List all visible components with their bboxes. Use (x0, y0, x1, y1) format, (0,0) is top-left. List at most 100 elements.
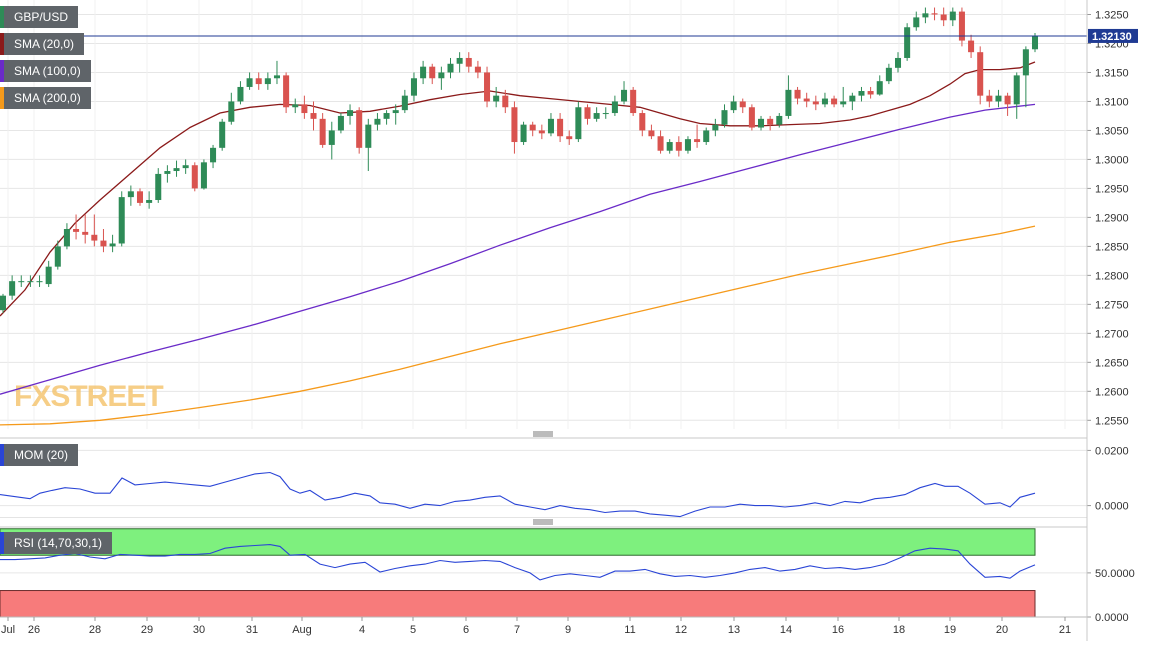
price-tick-label: 1.3000 (1095, 154, 1129, 166)
rsi-panel[interactable]: 50.0000 0.0000 (0, 526, 1135, 624)
candle-body (949, 11, 956, 21)
sma-20-swatch (0, 33, 4, 55)
candle (474, 60, 481, 79)
candle-body (566, 136, 573, 140)
candle-body (803, 98, 810, 102)
candle-body (995, 95, 1002, 102)
candle (977, 46, 984, 105)
candle (894, 52, 902, 73)
price-panel[interactable]: FXSTREET 1.32501.32001.31501.31001.30501… (0, 0, 1138, 617)
candle (410, 72, 417, 102)
candle-body (858, 91, 865, 96)
price-tick-label: 1.2700 (1095, 328, 1129, 340)
candle-body (1013, 75, 1020, 105)
candle-body (694, 139, 701, 143)
candle-body (812, 101, 819, 105)
candle-body (301, 104, 308, 114)
candle-body (27, 281, 34, 283)
candle (246, 72, 253, 90)
sma-200-line (0, 225, 1036, 426)
candle-body (1022, 49, 1029, 76)
candle (602, 107, 609, 119)
candle (347, 104, 354, 125)
time-axis: Jul 26 28 29 30 31 Aug 4 5 6 7 9 11 12 13 14 16 18 19 20 21 (0, 616, 1087, 636)
candle (803, 92, 810, 108)
candle-body (127, 191, 134, 198)
candle-body (849, 95, 856, 102)
candle-body (136, 191, 144, 203)
candle-body (840, 101, 847, 105)
time-tick-label: 29 (141, 624, 153, 636)
sma-100-tag[interactable]: SMA (100,0) (0, 60, 91, 82)
sma-200-label: SMA (200,0) (14, 91, 81, 105)
symbol-tag[interactable]: GBP/USD (0, 6, 79, 28)
candle-body (785, 89, 792, 116)
sma-200-tag[interactable]: SMA (200,0) (0, 87, 91, 109)
candle (493, 86, 500, 108)
candle (365, 118, 372, 172)
sma-20-label: SMA (20,0) (14, 37, 75, 51)
sma-200-path (0, 225, 1036, 426)
candle (292, 98, 299, 114)
candle-body (885, 67, 892, 82)
candle-body (611, 101, 618, 114)
sma-100-path (0, 103, 1036, 395)
candle-body (210, 147, 217, 163)
mom-tag[interactable]: MOM (20) (0, 444, 78, 466)
candle-body (602, 113, 609, 115)
time-tick-label: 30 (193, 624, 205, 636)
price-tick-label: 1.2750 (1095, 299, 1129, 311)
candle-body (438, 72, 445, 79)
candlestick-series (0, 7, 1039, 314)
momentum-panel[interactable]: 0.0200 0.0000 (0, 437, 1129, 519)
candle (529, 121, 536, 137)
candle (164, 165, 171, 183)
candle (118, 191, 125, 247)
price-tick-label: 1.3250 (1095, 9, 1129, 21)
candle (675, 136, 682, 157)
candle-body (730, 101, 737, 111)
candle-body (1004, 95, 1011, 105)
time-tick-label: Jul (1, 624, 15, 636)
candle-body (977, 52, 984, 96)
candle-body (456, 57, 463, 64)
time-tick-label: 12 (675, 624, 687, 636)
candle-body (255, 78, 262, 85)
candle-body (273, 75, 280, 79)
candle-body (200, 162, 207, 189)
candle-body (913, 17, 920, 28)
candle (219, 118, 226, 151)
candle (885, 63, 892, 85)
momentum-tick-label: 0.0200 (1095, 445, 1129, 457)
panel-resize-handle-2[interactable] (0, 518, 1087, 526)
candle-body (630, 89, 637, 114)
rsi-tag[interactable]: RSI (14,70,30,1) (0, 532, 113, 554)
candle (821, 92, 828, 108)
candle (867, 86, 874, 99)
candle-body (474, 66, 481, 73)
candle (904, 23, 911, 61)
candle (922, 7, 929, 24)
sma-20-line (0, 61, 1036, 317)
candle (173, 160, 180, 177)
candle (575, 101, 582, 143)
candle (794, 86, 801, 105)
candle-body (593, 113, 600, 119)
watermark-logo: FXSTREET (14, 380, 163, 413)
rsi-tick-label: 50.0000 (1095, 568, 1135, 580)
candle-body (164, 171, 171, 174)
candle (36, 275, 43, 287)
candle-body (794, 89, 801, 99)
candle-body (684, 139, 691, 151)
candle (438, 66, 445, 90)
candle (82, 214, 89, 244)
panel-resize-handle-1[interactable] (0, 430, 1087, 438)
time-tick-label: 5 (410, 624, 416, 636)
candle-body (484, 72, 491, 102)
sma-100-label: SMA (100,0) (14, 64, 81, 78)
candle-body (100, 240, 107, 247)
sma-20-tag[interactable]: SMA (20,0) (0, 33, 85, 55)
price-axis: 1.32501.32001.31501.31001.30501.30001.29… (1087, 9, 1129, 427)
candle-body (502, 95, 509, 108)
candle (694, 124, 701, 148)
